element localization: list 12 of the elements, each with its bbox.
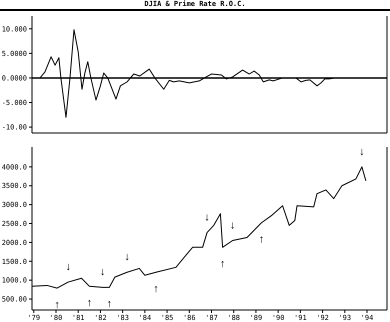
annotation: ↓: [124, 251, 130, 264]
annotation: ↑: [258, 234, 264, 246]
annotation: ↓: [100, 266, 106, 278]
annotation: ↑: [220, 258, 226, 270]
annotation: ↑: [54, 299, 60, 311]
annotation: ↓: [204, 211, 210, 224]
annotation: ↑: [153, 283, 159, 296]
annotation: ↓: [230, 219, 236, 232]
annotation: ↓: [359, 146, 365, 158]
annotation: ↑: [106, 298, 112, 310]
annotation: ↓: [65, 260, 71, 273]
annotation: ↑: [86, 297, 92, 310]
